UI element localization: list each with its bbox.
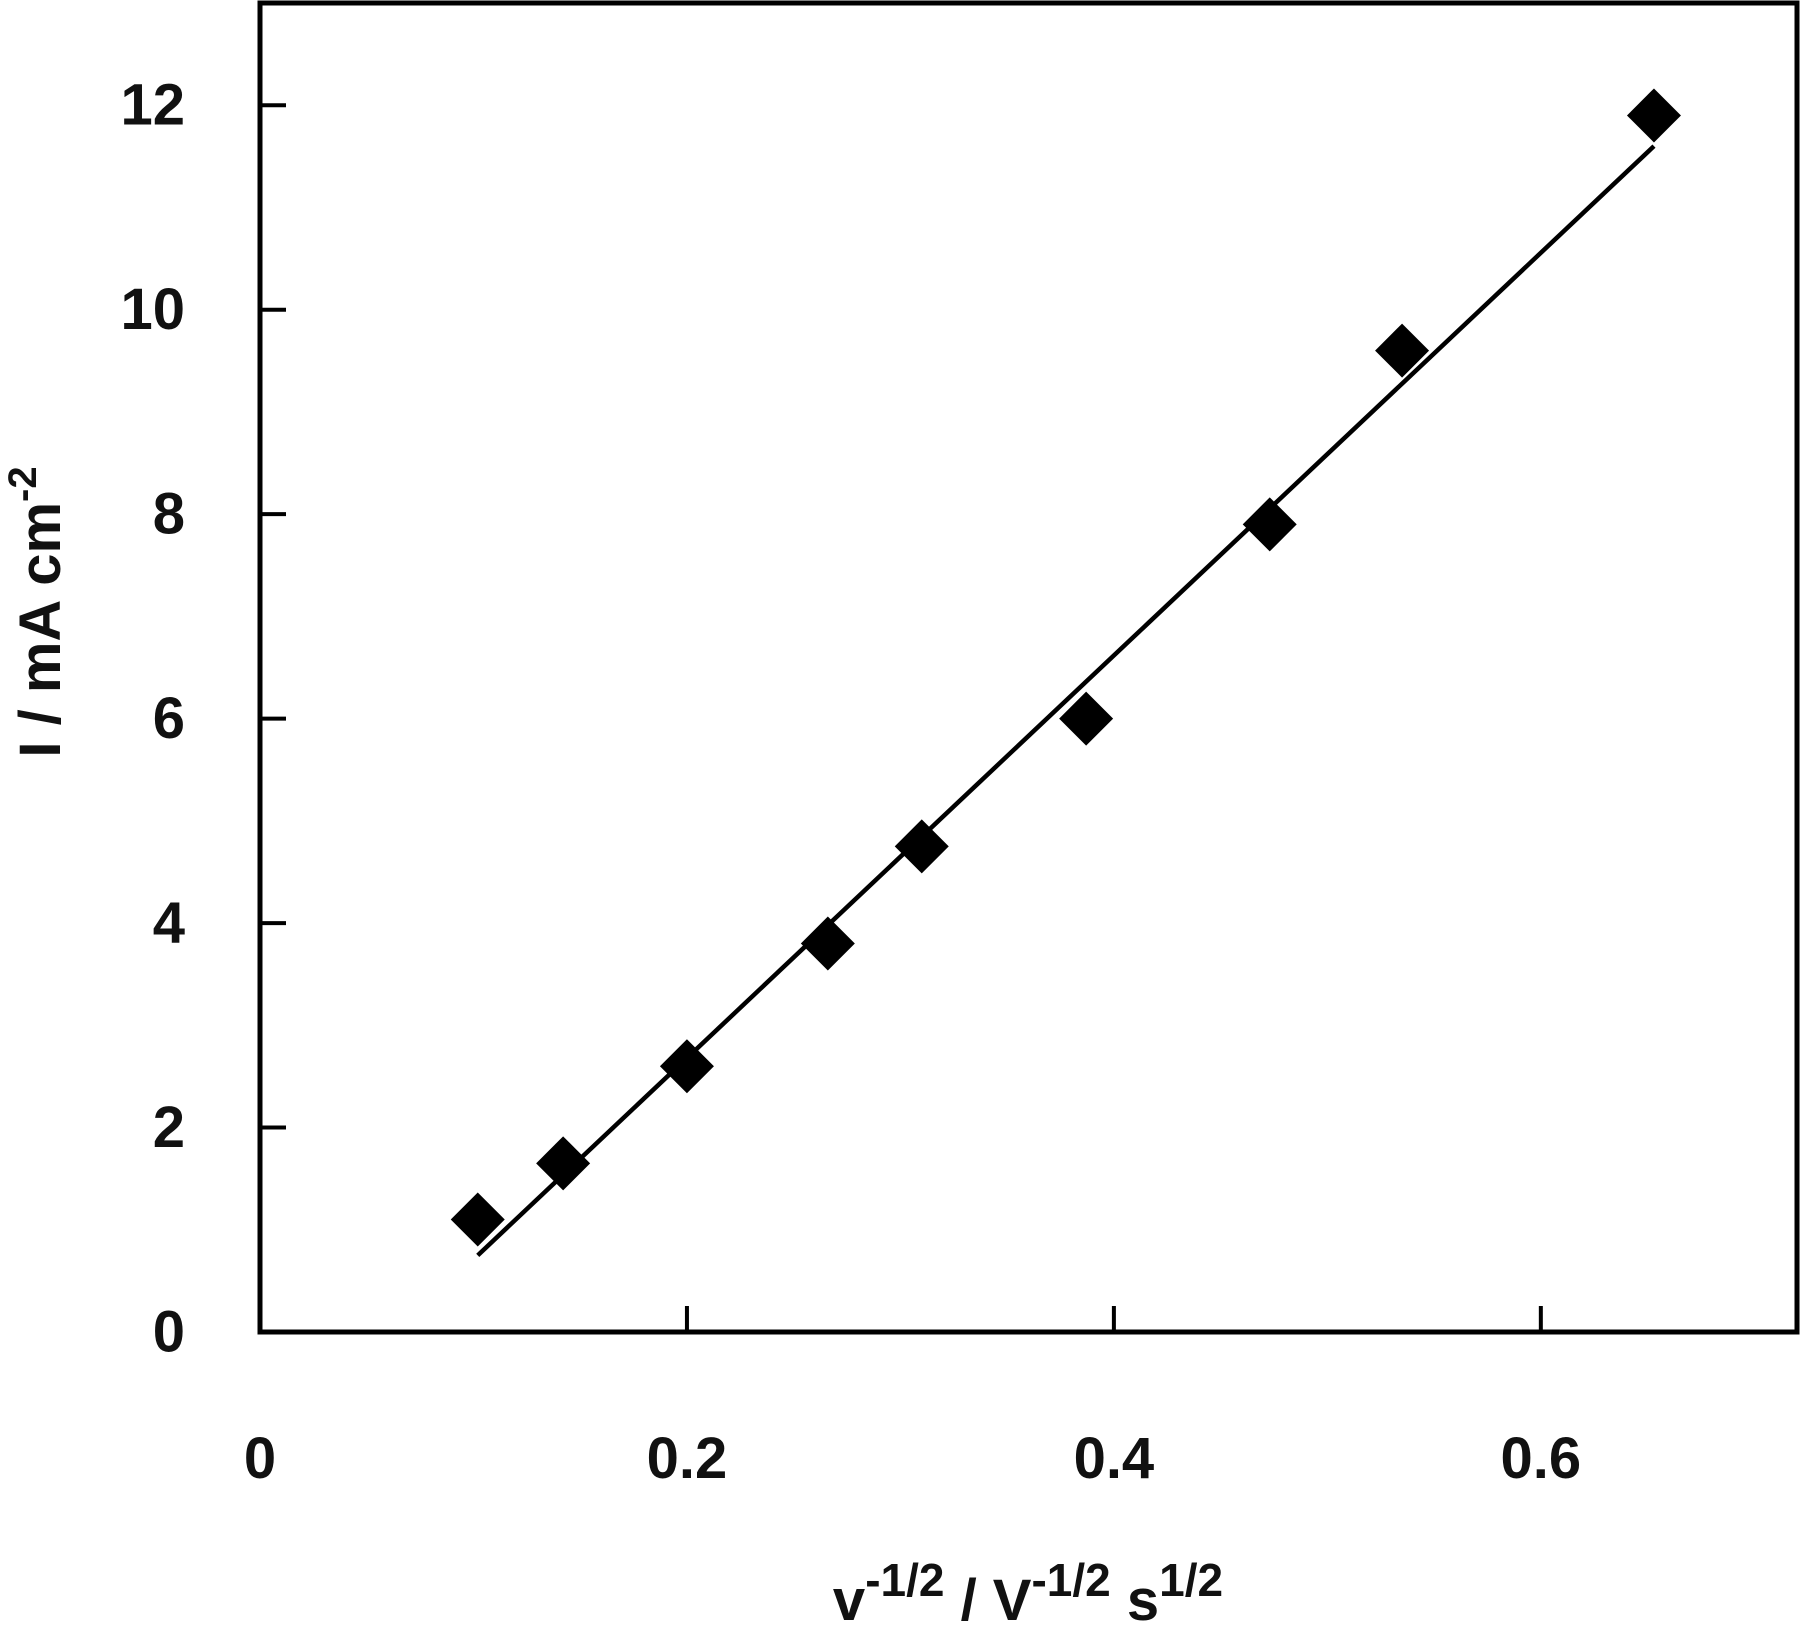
y-tick-label: 6 (153, 686, 185, 751)
y-tick-label: 10 (120, 277, 185, 342)
data-point (800, 916, 855, 971)
y-tick-label: 8 (153, 482, 185, 547)
data-point (536, 1136, 591, 1191)
axis-label-text: v (833, 1568, 865, 1633)
axis-label-text: s (1111, 1568, 1159, 1633)
x-tick-label: 0 (244, 1426, 276, 1491)
x-tick-label: 0.6 (1501, 1426, 1582, 1491)
data-point (450, 1192, 505, 1247)
data-point (1059, 691, 1114, 746)
y-tick-label: 4 (153, 891, 185, 956)
axis-label-superscript: -2 (1, 466, 45, 502)
axis-label-superscript: -1/2 (1031, 1554, 1110, 1606)
x-tick-label: 0.2 (647, 1426, 728, 1491)
y-axis-label: I / mA cm-2 (1, 466, 73, 757)
y-tick-label: 2 (153, 1095, 185, 1160)
y-tick-label: 0 (153, 1300, 185, 1365)
axis-label-text: / V (944, 1568, 1031, 1633)
plot-frame (257, 0, 1800, 1335)
data-point (659, 1039, 714, 1094)
data-point (894, 819, 949, 874)
axis-label-text: I / mA cm (8, 502, 73, 758)
x-tick-label: 0.4 (1074, 1426, 1155, 1491)
data-point (1375, 323, 1430, 378)
data-point (1242, 497, 1297, 552)
y-tick-label: 12 (120, 73, 185, 138)
axis-label-superscript: -1/2 (865, 1554, 944, 1606)
fit-line (476, 144, 1656, 1257)
data-point (1626, 88, 1681, 143)
x-axis-label: v-1/2 / V-1/2 s1/2 (833, 1554, 1223, 1633)
axis-label-superscript: 1/2 (1159, 1554, 1223, 1606)
